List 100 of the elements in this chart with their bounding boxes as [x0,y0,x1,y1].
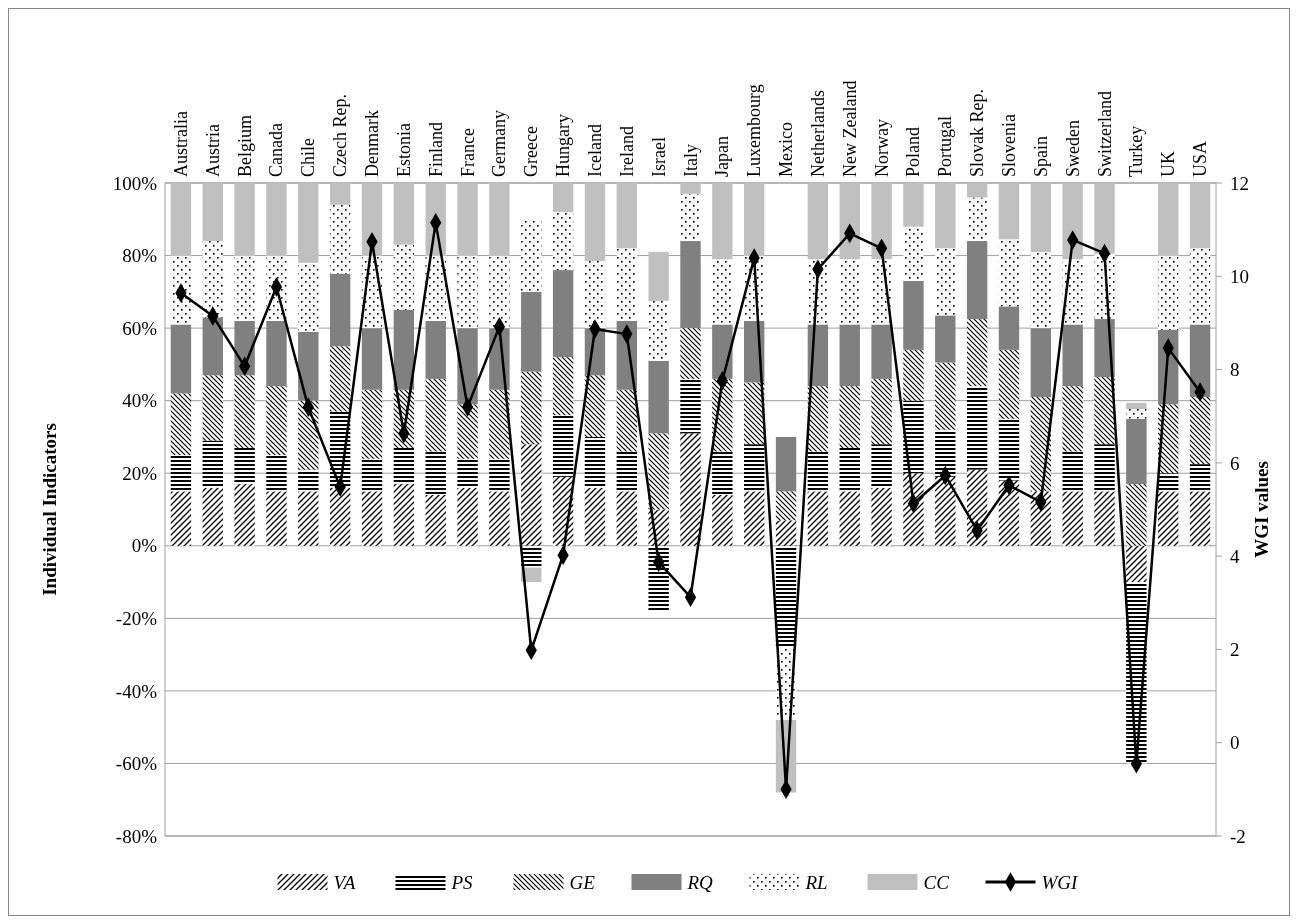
x-tick-label: Turkey [1126,125,1147,177]
x-tick-label: Luxembourg [744,84,765,177]
bar [584,487,606,546]
bar [234,484,255,546]
x-tick-label: Japan [712,136,733,177]
bar [425,451,446,495]
x-tick-label: Norway [871,119,892,177]
bar [170,324,192,394]
y2-tick-label: 10 [1230,265,1249,287]
x-tick-label: Estonia [393,123,414,177]
bar [616,389,637,452]
bar [584,375,606,437]
bar [266,183,287,256]
x-tick-label: Canada [266,123,287,177]
bar [966,197,988,242]
bar [393,484,415,546]
bar [903,280,924,350]
bar [457,255,478,329]
y2-tick-label: 6 [1230,452,1240,474]
bar [1126,409,1147,419]
bar [170,255,192,325]
bar [839,386,860,448]
x-tick-label: Ireland [616,126,637,177]
bar [298,183,319,263]
bar [807,491,829,546]
bar [489,389,510,459]
bar [1189,397,1211,465]
y-tick-label: 60% [122,317,158,339]
bar [584,436,606,488]
bar [234,375,255,448]
bar [552,357,574,416]
bar [329,346,351,412]
bar [1030,328,1052,398]
bar [1094,444,1115,492]
bar [266,386,287,456]
bar [839,183,860,260]
bar [298,469,319,492]
x-tick-label: Portugal [935,116,956,177]
x-tick-label: Finland [425,121,446,177]
x-tick-label: Denmark [362,110,383,177]
bar [298,331,319,401]
bar [329,183,351,205]
bar [935,362,956,430]
legend-label: RQ [686,871,714,893]
y-tick-label: 40% [122,390,158,412]
x-tick-label: Germany [489,110,510,177]
bar [202,440,223,488]
bar [648,360,669,434]
bar [616,183,637,249]
bar [1094,377,1115,445]
x-tick-label: Chile [298,137,319,177]
bar [1189,183,1211,249]
x-tick-label: UK [1158,151,1179,177]
bar [393,183,415,245]
bar [712,183,733,260]
bar [871,183,892,260]
legend-label: PS [450,871,474,893]
bar [744,444,765,492]
bar [616,491,637,546]
bar [998,349,1020,419]
y-tick-label: 20% [122,462,158,484]
x-tick-label: Czech Rep. [330,94,351,177]
bar [871,487,892,546]
x-tick-label: Italy [680,144,701,177]
bar [521,291,542,372]
bar [839,491,860,546]
bar [329,273,351,347]
y2-tick-label: 12 [1230,172,1249,194]
bar [775,545,797,648]
bar [680,378,701,434]
bar [170,393,192,456]
y2-tick-label: 8 [1230,359,1240,381]
x-tick-label: Spain [1030,135,1051,177]
x-tick-label: Slovak Rep. [967,89,988,177]
bar [744,183,765,256]
y-tick-label: -20% [115,607,158,629]
bar [1126,484,1147,546]
x-tick-label: Belgium [234,115,255,177]
bar [648,251,669,301]
bar [266,455,287,492]
bar [552,183,574,213]
y2-tick-label: 0 [1230,732,1240,754]
bar [1189,491,1211,546]
bar [680,183,701,194]
legend-label: RL [804,871,828,893]
y-tick-label: 80% [122,245,158,267]
y-tick-label: 0% [131,535,158,557]
bar [680,241,701,329]
bar [521,371,542,445]
bar [234,183,255,256]
x-tick-label: New Zealand [839,80,860,177]
bar [839,447,860,492]
bar [170,183,192,256]
bar [903,400,924,474]
x-tick-label: Austria [202,124,223,177]
bar [871,324,892,379]
bar [361,328,383,390]
bar [903,183,924,227]
bar [552,415,574,477]
x-tick-label: Switzerland [1094,91,1115,177]
